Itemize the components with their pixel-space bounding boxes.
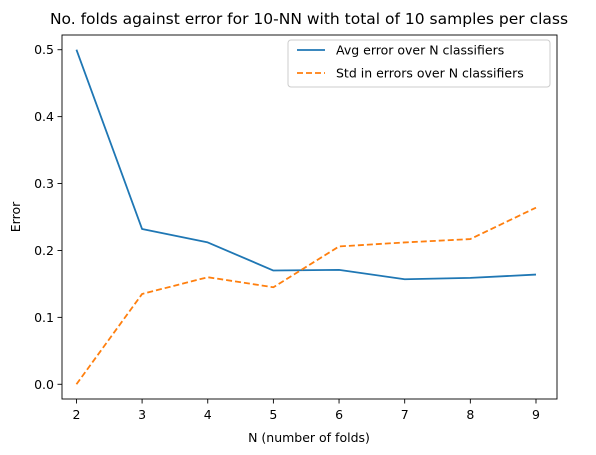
- axes-frame: [61, 34, 558, 400]
- x-tick-label: 6: [335, 407, 343, 422]
- x-tick-label: 4: [204, 407, 212, 422]
- std-error-point: [403, 240, 407, 244]
- x-tick-label: 7: [401, 407, 409, 422]
- series-line-avg-error: [75, 49, 537, 281]
- y-tick-label: 0.4: [34, 109, 54, 124]
- y-tick-label: 0.5: [34, 42, 54, 57]
- std-error-point: [206, 275, 210, 279]
- avg-error-point: [468, 276, 472, 280]
- avg-error-point: [140, 227, 144, 231]
- series-line-std-error: [75, 206, 537, 385]
- std-error-point: [534, 206, 538, 210]
- avg-error-point: [403, 277, 407, 281]
- std-error-point: [74, 382, 78, 386]
- x-tick-label: 8: [466, 407, 474, 422]
- avg-error-point: [534, 273, 538, 277]
- legend-box: [287, 39, 551, 88]
- y-tick-label: 0.2: [34, 243, 54, 258]
- x-tick-label: 9: [532, 407, 540, 422]
- y-tick-label: 0.0: [34, 377, 54, 392]
- std-error-point: [271, 285, 275, 289]
- x-axis-label: N (number of folds): [248, 430, 370, 445]
- series-layer: [74, 48, 538, 386]
- x-tick-label: 3: [138, 407, 146, 422]
- x-axis: 2 3 4 5 6 7 8 9: [72, 399, 540, 422]
- avg-error-point: [74, 48, 78, 52]
- std-error-point: [140, 292, 144, 296]
- avg-error-point: [206, 240, 210, 244]
- legend-label-std-error: Std in errors over N classifiers: [336, 66, 524, 81]
- plot-area: [61, 34, 558, 400]
- legend-label-avg-error: Avg error over N classifiers: [336, 43, 504, 58]
- x-tick-label: 5: [269, 407, 277, 422]
- y-axis: 0.0 0.1 0.2 0.3 0.4 0.5: [34, 42, 62, 392]
- y-tick-label: 0.3: [34, 176, 54, 191]
- y-tick-label: 0.1: [34, 310, 54, 325]
- legend: Avg error over N classifiers Std in erro…: [287, 39, 551, 88]
- std-error-point: [468, 237, 472, 241]
- avg-error-point: [271, 269, 275, 273]
- std-error-point: [337, 244, 341, 248]
- chart-title: No. folds against error for 10-NN with t…: [50, 10, 568, 28]
- x-tick-label: 2: [72, 407, 80, 422]
- avg-error-point: [337, 268, 341, 272]
- y-axis-label: Error: [8, 201, 23, 232]
